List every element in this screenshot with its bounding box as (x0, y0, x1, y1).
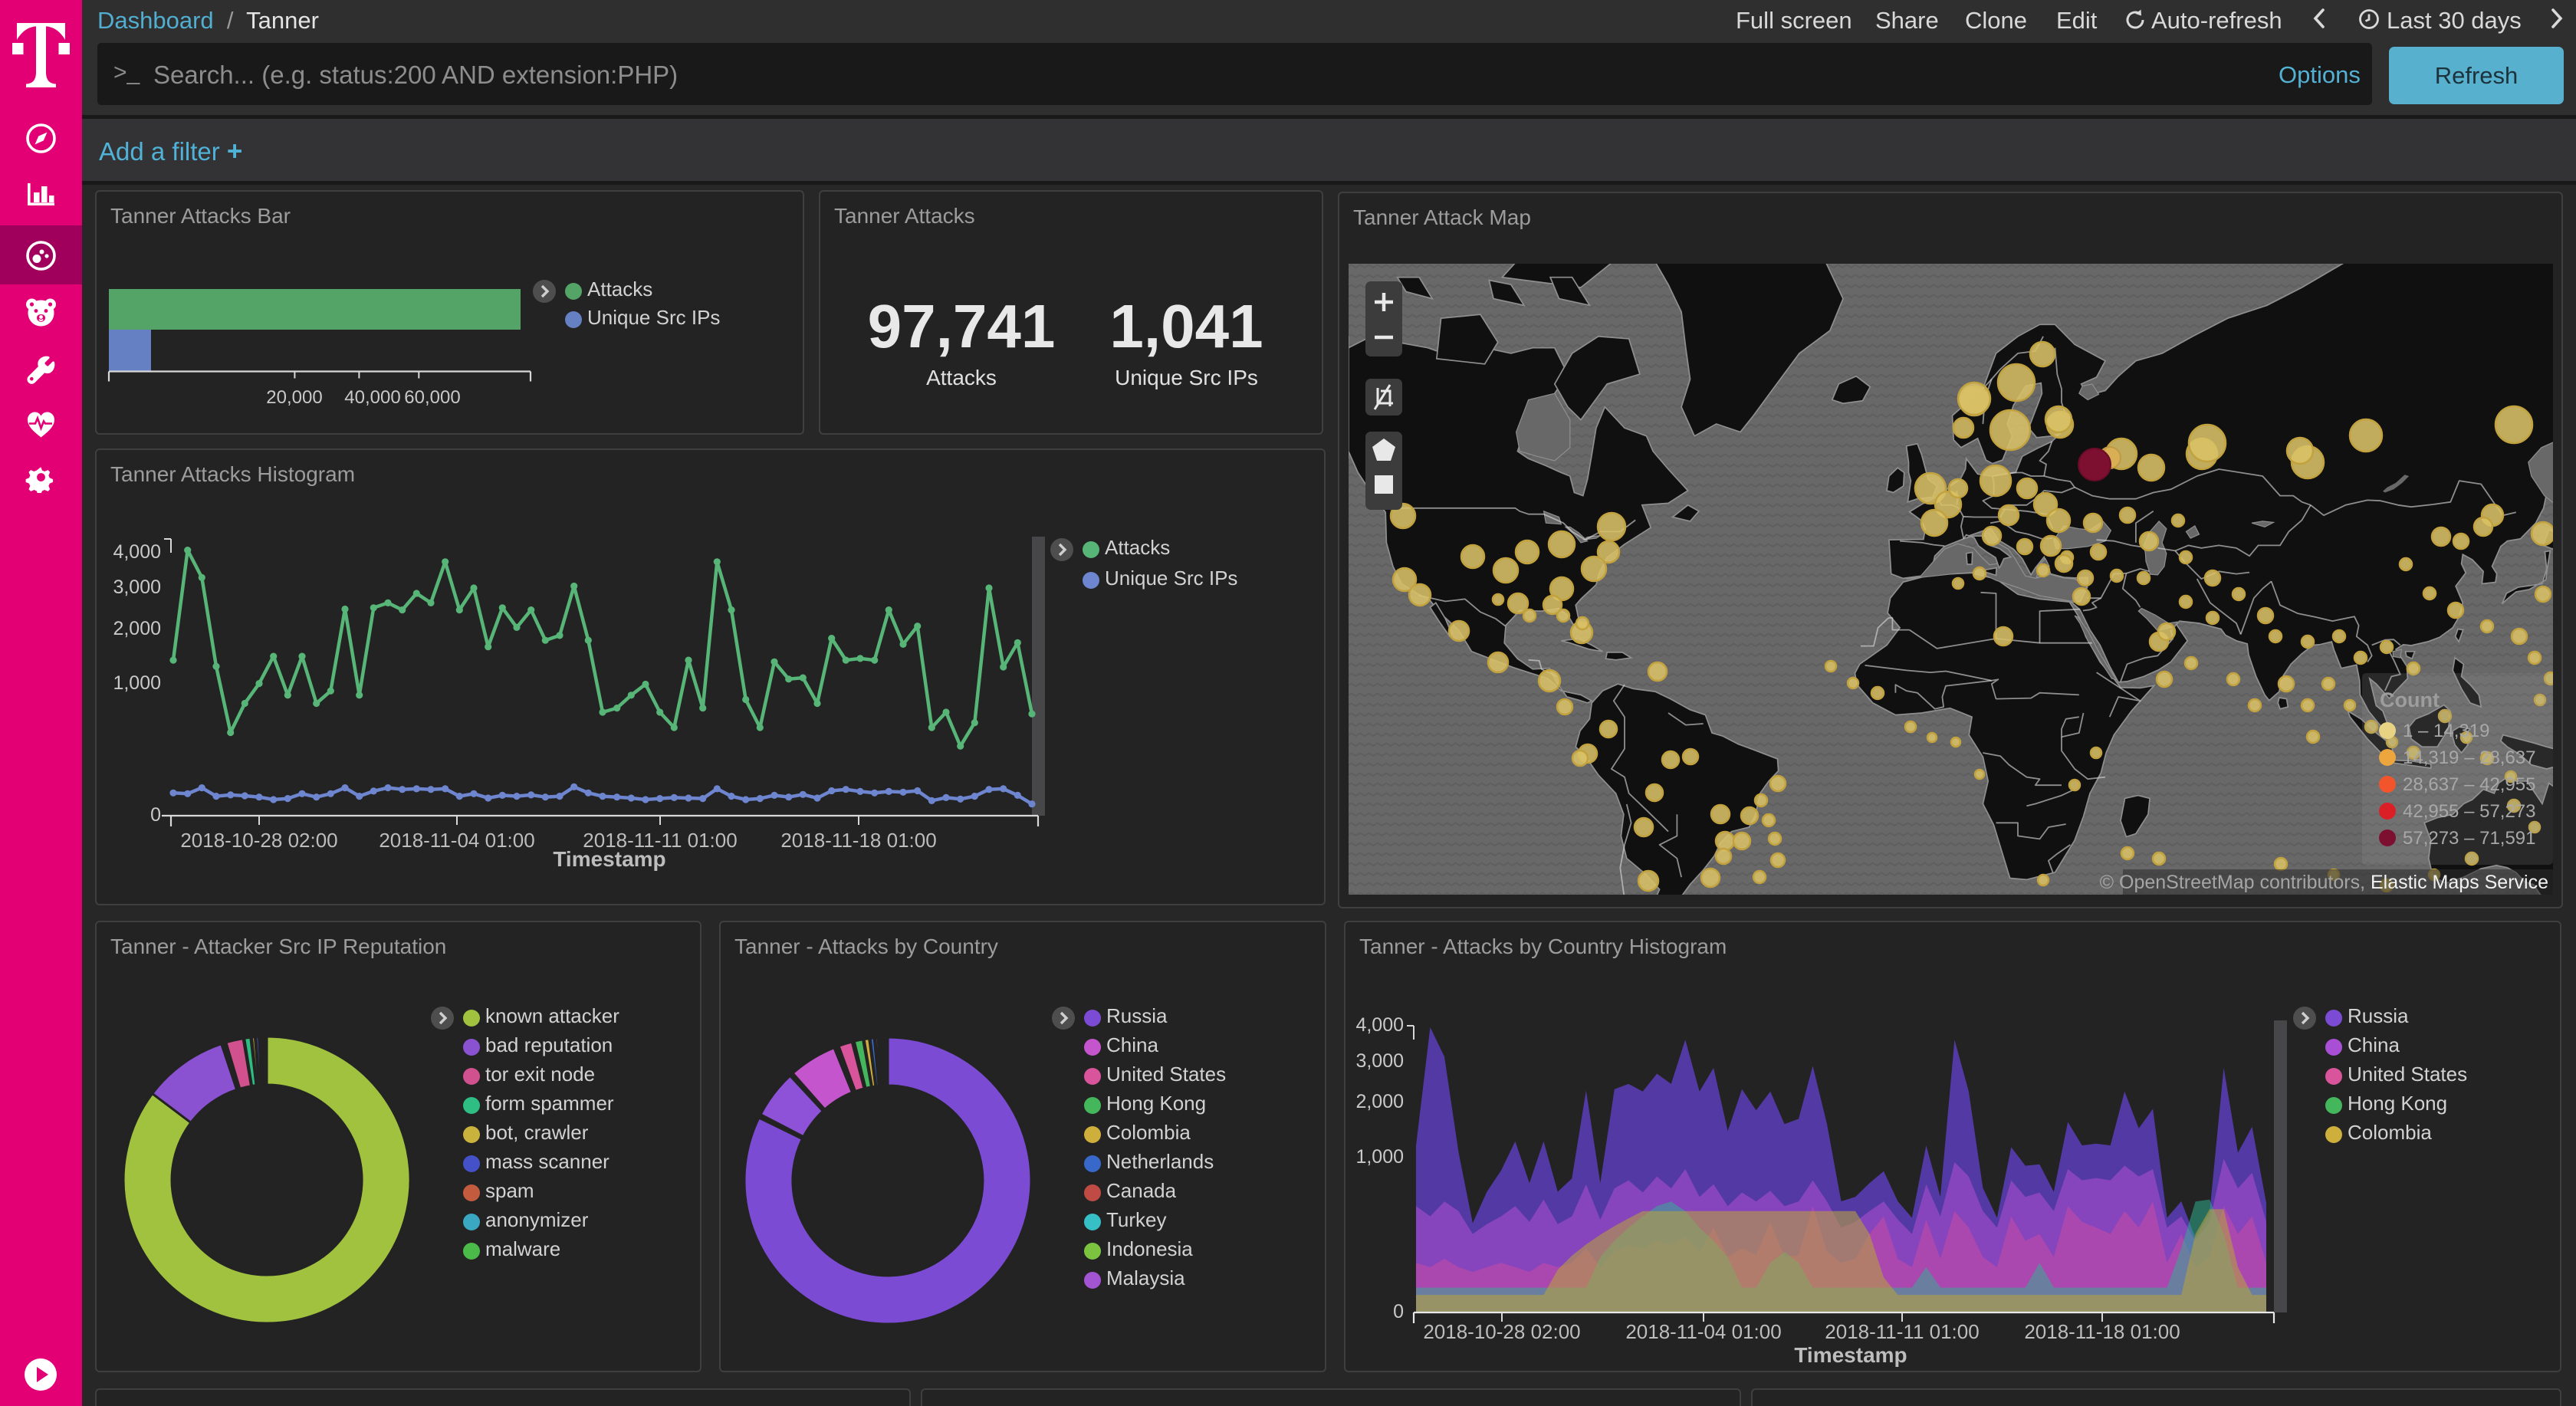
svg-text:57,273 – 71,591: 57,273 – 71,591 (2403, 828, 2536, 849)
svg-text:© OpenStreetMap contributors,: © OpenStreetMap contributors, Elastic Ma… (2100, 872, 2548, 893)
svg-text:28,637 – 42,955: 28,637 – 42,955 (2403, 774, 2536, 795)
svg-text:42,955 – 57,273: 42,955 – 57,273 (2403, 801, 2536, 822)
svg-text:Count: Count (2380, 688, 2440, 711)
svg-text:14,319 – 28,637: 14,319 – 28,637 (2403, 747, 2536, 768)
svg-text:1 – 14,319: 1 – 14,319 (2403, 721, 2489, 741)
